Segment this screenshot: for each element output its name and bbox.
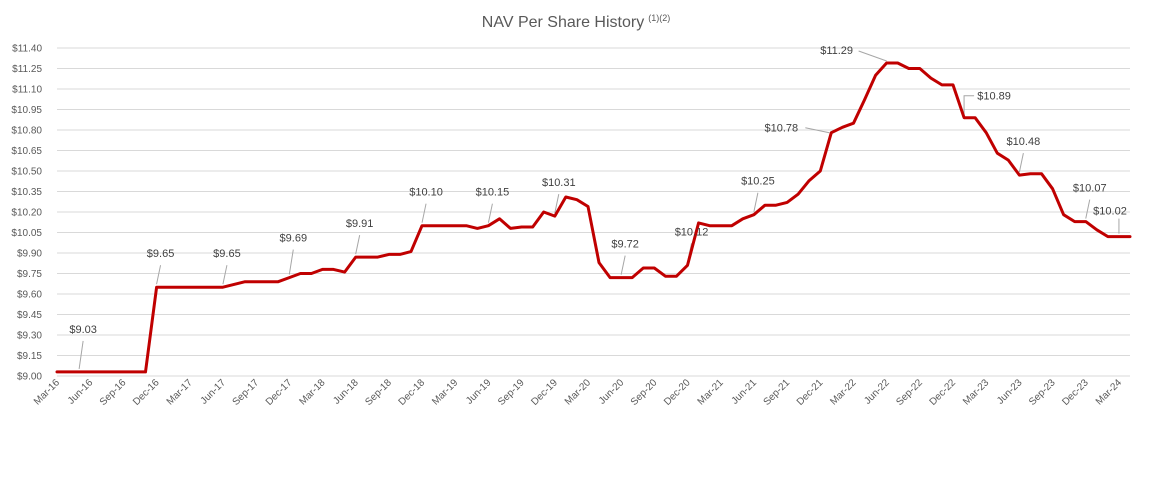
label-leader xyxy=(421,203,427,223)
y-tick-label: $9.90 xyxy=(17,249,42,260)
x-tick-label: Dec-19 xyxy=(529,377,560,408)
x-tick-label: Sep-21 xyxy=(762,377,793,408)
label-leader xyxy=(355,234,361,255)
x-tick-label: Sep-16 xyxy=(98,377,129,408)
x-tick-label: Mar-23 xyxy=(961,377,991,407)
label-leader xyxy=(620,255,626,275)
x-tick-label: Jun-23 xyxy=(995,377,1025,407)
data-label: $10.15 xyxy=(476,187,510,199)
data-label: $9.91 xyxy=(346,218,374,230)
data-label: $9.69 xyxy=(280,233,308,245)
x-tick-label: Jun-16 xyxy=(66,377,96,407)
y-tick-label: $10.95 xyxy=(11,105,42,116)
x-tick-label: Jun-18 xyxy=(331,377,361,407)
y-tick-label: $9.45 xyxy=(17,310,42,321)
label-leader xyxy=(554,193,560,214)
y-tick-label: $9.75 xyxy=(17,269,42,280)
label-leader xyxy=(805,127,830,134)
data-label: $9.65 xyxy=(213,248,241,260)
x-tick-label: Dec-22 xyxy=(928,377,959,408)
label-leader xyxy=(156,265,162,285)
data-label: $10.07 xyxy=(1073,183,1107,195)
data-label: $10.48 xyxy=(1007,136,1041,148)
y-tick-label: $11.40 xyxy=(12,44,42,55)
label-leader xyxy=(858,50,887,62)
x-tick-label: Mar-19 xyxy=(430,377,460,407)
data-label: $9.72 xyxy=(611,239,639,251)
label-leader xyxy=(487,203,493,223)
x-tick-label: Dec-23 xyxy=(1060,377,1091,408)
chart-title: NAV Per Share History (1)(2) xyxy=(482,13,670,31)
gridlines xyxy=(57,47,1130,377)
y-tick-label: $11.25 xyxy=(12,64,42,75)
data-label: $9.65 xyxy=(147,248,175,260)
chart-title-superscript: (1)(2) xyxy=(648,13,670,23)
y-tick-label: $10.80 xyxy=(11,126,42,137)
x-tick-label: Mar-24 xyxy=(1094,377,1124,407)
y-tick-label: $10.65 xyxy=(11,146,42,157)
label-leader xyxy=(963,95,975,115)
y-tick-label: $10.50 xyxy=(11,167,42,178)
label-leaders xyxy=(78,50,1120,369)
x-tick-label: Mar-21 xyxy=(696,377,726,407)
data-labels: $9.03 $9.65 $9.65 $9.69 $9.91 $10.10 $10.15 $10… xyxy=(69,45,1126,336)
label-leader xyxy=(222,265,228,285)
x-tick-label: Jun-22 xyxy=(862,377,892,407)
x-tick-label: Sep-17 xyxy=(231,377,262,408)
chart-title-text: NAV Per Share History xyxy=(482,14,644,31)
x-tick-label: Sep-18 xyxy=(363,377,394,408)
y-tick-label: $9.15 xyxy=(17,351,42,362)
x-tick-label: Dec-18 xyxy=(397,377,428,408)
x-tick-label: Mar-20 xyxy=(563,377,593,407)
data-label: $9.03 xyxy=(69,324,97,336)
data-label: $10.31 xyxy=(542,177,576,189)
x-tick-label: Dec-17 xyxy=(264,377,295,408)
y-tick-label: $9.00 xyxy=(17,372,42,383)
nav-series-line xyxy=(55,61,1132,374)
x-tick-label: Sep-23 xyxy=(1027,377,1058,408)
x-tick-label: Jun-17 xyxy=(199,377,229,407)
x-tick-label: Mar-22 xyxy=(828,377,858,407)
x-tick-label: Sep-22 xyxy=(894,377,925,408)
data-label: $10.12 xyxy=(675,226,709,238)
x-tick-label: Dec-16 xyxy=(131,377,162,408)
y-tick-label: $10.35 xyxy=(11,187,42,198)
data-label: $10.25 xyxy=(741,176,775,188)
x-tick-label: Dec-20 xyxy=(662,377,693,408)
label-leader xyxy=(288,249,294,275)
x-tick-label: Mar-18 xyxy=(297,377,327,407)
x-tick-label: Sep-19 xyxy=(496,377,527,408)
y-tick-label: $11.10 xyxy=(12,85,42,96)
x-tick-label: Dec-21 xyxy=(795,377,826,408)
x-tick-label: Sep-20 xyxy=(629,377,660,408)
data-label: $10.10 xyxy=(409,187,443,199)
data-label: $11.29 xyxy=(820,45,853,57)
y-tick-label: $10.05 xyxy=(11,228,42,239)
label-leader xyxy=(753,192,759,212)
x-tick-label: Jun-21 xyxy=(730,377,760,407)
y-tick-label: $9.30 xyxy=(17,331,42,342)
label-leader xyxy=(1085,199,1091,219)
label-leader xyxy=(78,340,84,369)
label-leader xyxy=(1018,152,1024,173)
y-tick-label: $10.20 xyxy=(11,208,42,219)
x-tick-label: Jun-19 xyxy=(464,377,494,407)
x-axis-ticks: Mar-16 Jun-16 Sep-16 Dec-16 Mar-17 Jun-17 Sep-… xyxy=(32,377,1124,408)
data-label: $10.02 xyxy=(1093,206,1127,218)
data-label: $10.89 xyxy=(977,91,1011,103)
data-label: $10.78 xyxy=(765,123,799,135)
y-tick-label: $9.60 xyxy=(17,290,42,301)
y-axis-ticks: $9.00 $9.15 $9.30 $9.45 $9.60 $9.75 $9.90 $10.0… xyxy=(11,44,42,383)
x-tick-label: Jun-20 xyxy=(597,377,627,407)
x-tick-label: Mar-17 xyxy=(165,377,195,407)
